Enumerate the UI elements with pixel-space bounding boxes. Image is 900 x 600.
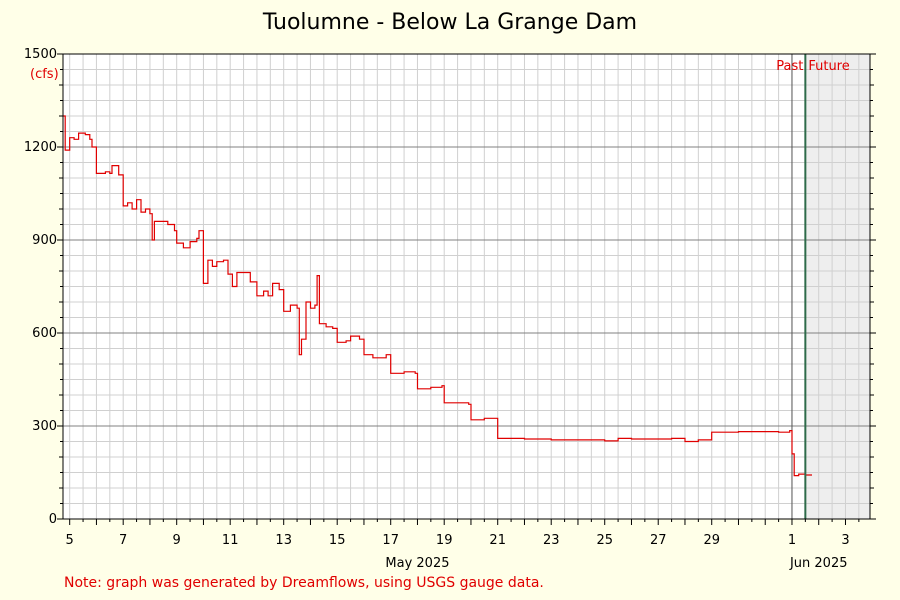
x-tick-label: 19: [436, 533, 453, 548]
y-tick-label: 300: [32, 419, 57, 434]
x-tick-label: 5: [66, 533, 74, 548]
x-tick-label: 13: [275, 533, 292, 548]
y-axis-unit-label: (cfs): [30, 67, 59, 82]
x-month-label: Jun 2025: [789, 556, 848, 571]
x-tick-label: 23: [543, 533, 560, 548]
chart-title: Tuolumne - Below La Grange Dam: [262, 10, 638, 35]
y-tick-label: 900: [32, 233, 57, 248]
x-tick-label: 25: [596, 533, 613, 548]
x-tick-label: 3: [841, 533, 849, 548]
x-tick-label: 1: [788, 533, 796, 548]
x-tick-label: 9: [173, 533, 181, 548]
flow-series-line: [63, 115, 812, 477]
x-tick-label: 11: [222, 533, 239, 548]
y-tick-label: 0: [49, 512, 57, 527]
future-label: Future: [808, 59, 849, 74]
y-tick-label: 600: [32, 326, 57, 341]
x-month-label: May 2025: [385, 556, 449, 571]
x-tick-label: 17: [382, 533, 399, 548]
y-tick-label: 1500: [24, 47, 57, 62]
x-tick-label: 7: [119, 533, 127, 548]
x-tick-label: 29: [703, 533, 720, 548]
x-tick-label: 21: [489, 533, 506, 548]
past-label: Past: [776, 59, 803, 74]
x-tick-label: 15: [329, 533, 346, 548]
x-tick-label: 27: [650, 533, 667, 548]
y-tick-label: 1200: [24, 140, 57, 155]
footer-note: Note: graph was generated by Dreamflows,…: [64, 575, 544, 591]
